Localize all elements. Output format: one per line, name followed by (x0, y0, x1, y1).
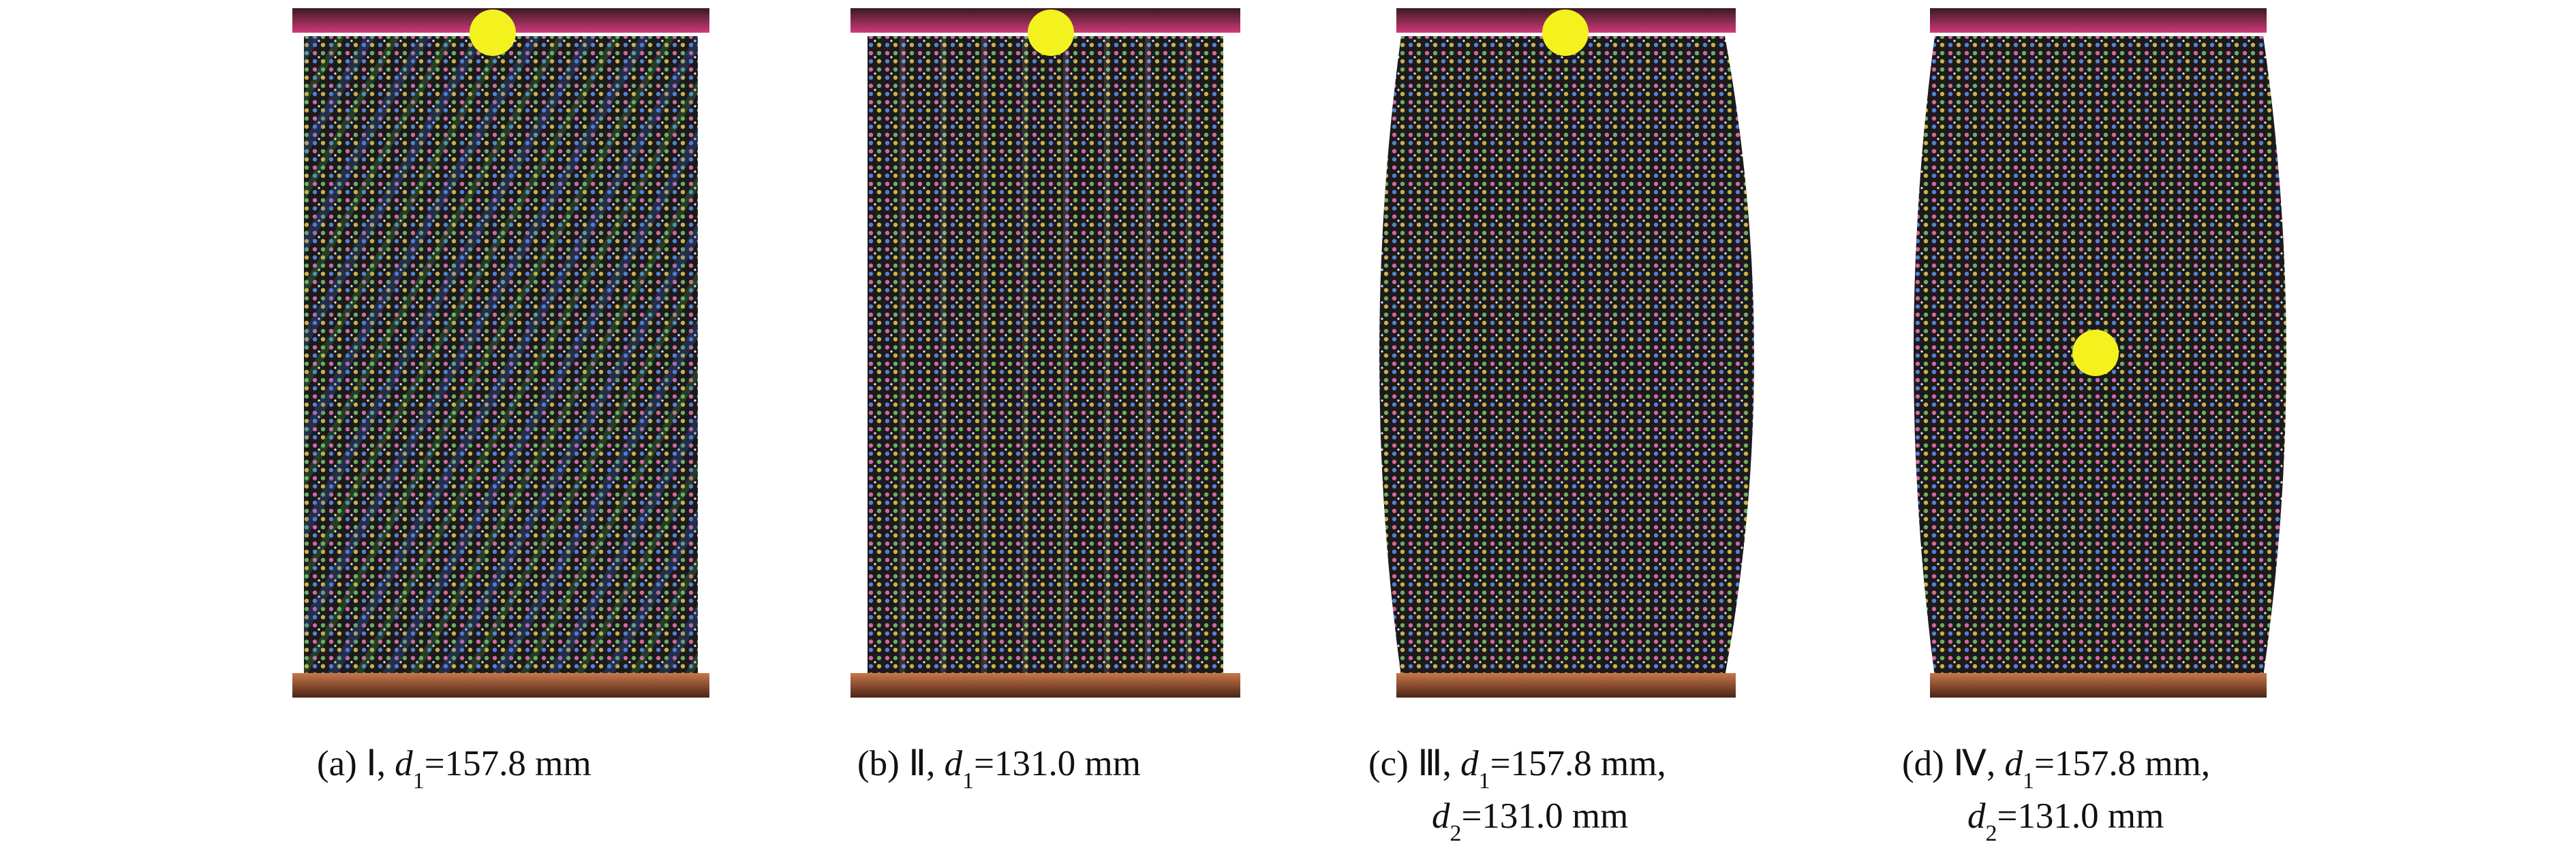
caption-text: =157.8 mm (425, 744, 592, 783)
caption-text: Ⅳ, (1953, 744, 1995, 783)
caption: (c) Ⅲ, d1=157.8 mm, (1368, 744, 1666, 794)
caption-text: 2 (1450, 821, 1462, 846)
caption-text: 1 (962, 768, 974, 794)
caption-text: =157.8 mm, (2034, 744, 2210, 783)
caption-text: (c) (1368, 744, 1409, 783)
caption-text: d (1967, 796, 1986, 836)
caption: (d) Ⅳ, d1=157.8 mm, (1902, 744, 2210, 794)
caption-text: d (395, 744, 413, 783)
caption-text: 1 (2023, 768, 2034, 794)
caption-text: =157.8 mm, (1490, 744, 1666, 783)
caption-text: (a) (317, 744, 357, 783)
specimen-c (1379, 8, 1754, 698)
caption-text: Ⅱ, (908, 744, 935, 783)
caption-text: (d) (1902, 744, 1944, 783)
caption-text: =131.0 mm (1997, 796, 2164, 836)
caption: (a) Ⅰ, d1=157.8 mm (317, 744, 592, 794)
caption-text: d (1432, 796, 1450, 836)
caption-text: (b) (857, 744, 900, 783)
caption-text: 2 (1986, 821, 1997, 846)
specimen-d (1914, 8, 2286, 698)
caption: d2=131.0 mm (1967, 796, 2164, 846)
caption-text: d (2004, 744, 2023, 783)
caption-text: Ⅲ, (1417, 744, 1452, 783)
caption-text: =131.0 mm (1462, 796, 1629, 836)
caption: d2=131.0 mm (1432, 796, 1628, 846)
caption-text: 1 (413, 768, 425, 794)
caption-text: Ⅰ, (366, 744, 386, 783)
specimen-b (850, 8, 1240, 698)
caption-text: =131.0 mm (974, 744, 1141, 783)
caption-text: d (1460, 744, 1479, 783)
specimen-a (292, 8, 709, 698)
caption: (b) Ⅱ, d1=131.0 mm (857, 744, 1141, 794)
caption-text: d (945, 744, 963, 783)
caption-text: 1 (1479, 768, 1490, 794)
